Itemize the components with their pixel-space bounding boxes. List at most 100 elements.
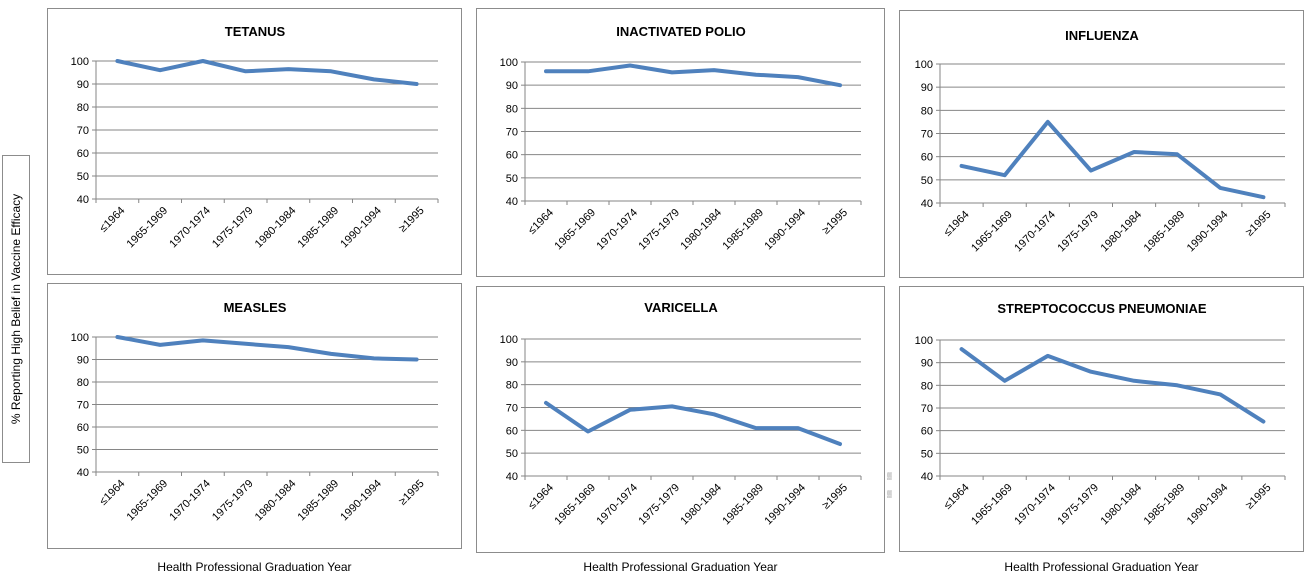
y-tick-label: 80 [921,105,933,117]
chart-panel-varicella: VARICELLA 40 50 60 70 80 90 100 ≤1964 1965-1969 19… [476,286,885,553]
y-tick-label: 70 [506,127,518,139]
x-tick-label: 1970-1974 [1012,209,1058,255]
y-tick-label: 50 [921,448,933,460]
y-tick-label: 60 [921,426,933,438]
chart-panel-influenza: INFLUENZA 40 50 60 70 80 90 100 ≤1964 1965-1969 19… [899,10,1304,278]
chart-title: INACTIVATED POLIO [616,24,746,39]
x-tick-label: 1990-1994 [1185,209,1231,255]
chart-title: STREPTOCOCCUS PNEUMONIAE [997,301,1207,316]
chart-panel-measles: MEASLES 40 50 60 70 80 90 100 ≤1964 1965-1969 1970… [47,283,462,549]
y-tick-label: 40 [506,196,518,208]
series-line [544,63,842,88]
y-tick-label: 80 [77,377,89,389]
y-tick-label: 100 [500,334,518,346]
x-tick-label: ≥1995 [1243,482,1273,512]
y-tick-label: 60 [506,425,518,437]
y-tick-label: 90 [506,80,518,92]
x-tick-label: 1975-1979 [210,205,256,251]
y-tick-label: 50 [77,445,89,457]
chart-svg: INFLUENZA405060708090100≤19641965-196919… [915,28,1286,255]
x-tick-label: 1980-1984 [1098,482,1144,528]
x-tick-label: 1965-1969 [969,209,1015,255]
x-tick-label: ≥1995 [397,478,427,508]
x-tick-label: 1985-1989 [1142,209,1188,255]
x-axis-label-right: Health Professional Graduation Year [1004,560,1199,574]
chart-svg: STREPTOCOCCUS PNEUMONIAE 40 50 60 70 80 90 100 ≤… [915,301,1286,528]
x-tick-label: 1985-1989 [296,205,342,251]
x-tick-label: 1985-1989 [296,478,342,524]
stray-glyph: ▒ [887,491,892,498]
y-tick-label: 50 [506,173,518,185]
x-tick-label: ≤1964 [526,482,556,512]
x-tick-label: 1970-1974 [594,482,640,528]
y-tick-label: 100 [915,59,933,71]
x-tick-label: 1980-1984 [678,482,724,528]
y-tick-label: 100 [71,332,89,344]
x-tick-label: 1970-1974 [167,478,213,524]
x-tick-label: 1970-1974 [167,205,213,251]
y-tick-label: 90 [506,357,518,369]
x-tick-label: ≥1995 [397,205,427,235]
y-tick-label: 60 [921,152,933,164]
x-tick-label: 1990-1994 [762,482,808,528]
x-tick-label: ≥1995 [1243,209,1273,239]
y-tick-label: 40 [77,467,89,479]
chart-panel-inactivated-polio: INACTIVATED POLIO 40 50 60 70 80 90 100 ≤1964 196… [476,8,885,277]
x-tick-label: 1970-1974 [1012,482,1058,528]
chart-svg: VARICELLA405060708090100≤19641965-196919… [500,300,862,528]
y-tick-label: 60 [77,148,89,160]
y-tick-label: 90 [77,79,89,91]
x-tick-label: ≥1995 [820,207,850,237]
x-tick-label: 1990-1994 [1185,482,1231,528]
series-line [959,347,1266,424]
stray-glyph: ▒ [887,473,892,480]
x-tick-label: ≥1995 [820,482,850,512]
series-line [115,59,419,86]
series-line [544,400,842,446]
y-tick-label: 70 [77,125,89,137]
x-tick-label: 1975-1979 [1055,482,1101,528]
x-tick-label: 1965-1969 [552,207,598,253]
x-tick-label: 1965-1969 [969,482,1015,528]
y-tick-label: 100 [915,335,933,347]
y-tick-label: 90 [77,355,89,367]
y-tick-label: 100 [71,56,89,68]
y-tick-label: 80 [921,380,933,392]
x-tick-label: 1990-1994 [338,478,384,524]
chart-svg: MEASLES 40 50 60 70 80 90 100 ≤19641965-19691970… [71,300,439,524]
x-tick-label: 1980-1984 [678,207,724,253]
chart-title: MEASLES [224,300,287,315]
y-tick-label: 70 [506,403,518,415]
x-tick-label: 1980-1984 [1098,209,1144,255]
x-tick-label: 1975-1979 [210,478,256,524]
y-tick-label: 90 [921,358,933,370]
y-tick-label: 70 [921,403,933,415]
y-tick-label: 40 [921,198,933,210]
x-tick-label: ≤1964 [942,209,972,239]
y-tick-label: 40 [506,471,518,483]
y-tick-label: 60 [506,150,518,162]
y-tick-label: 70 [921,129,933,141]
chart-svg: INACTIVATED POLIO 40 50 60 70 80 90 100 ≤1964196… [500,24,862,253]
y-tick-label: 40 [77,194,89,206]
x-tick-label: 1990-1994 [762,207,808,253]
x-tick-label: 1980-1984 [253,478,299,524]
x-tick-label: 1970-1974 [594,207,640,253]
x-tick-label: ≤1964 [942,482,972,512]
chart-svg: TETANUS 40 50 60 70 80 90 100 ≤19641965-19691970… [71,24,439,251]
x-tick-label: 1965-1969 [125,205,171,251]
chart-panel-tetanus: TETANUS 40 50 60 70 80 90 100 ≤1964 1965-1969 1970… [47,8,462,275]
x-tick-label: ≤1964 [97,478,127,508]
y-axis-label-box: % Reporting High Belief in Vaccine Effic… [2,155,30,463]
series-line [959,119,1266,200]
x-tick-label: 1990-1994 [338,205,384,251]
y-axis-label: % Reporting High Belief in Vaccine Effic… [9,193,23,425]
x-axis-label-left: Health Professional Graduation Year [157,560,352,574]
x-tick-label: 1975-1979 [636,482,682,528]
x-tick-label: 1965-1969 [552,482,598,528]
x-axis-label-center: Health Professional Graduation Year [583,560,778,574]
y-tick-label: 50 [77,171,89,183]
y-tick-label: 100 [500,57,518,69]
x-tick-label: 1985-1989 [1142,482,1188,528]
x-tick-label: 1980-1984 [253,205,299,251]
